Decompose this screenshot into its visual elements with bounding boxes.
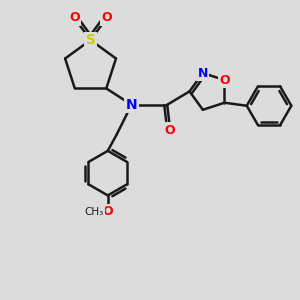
Text: O: O <box>165 124 175 136</box>
Text: N: N <box>198 67 208 80</box>
Text: O: O <box>103 205 113 218</box>
Text: N: N <box>126 98 137 112</box>
Text: S: S <box>85 33 96 47</box>
Text: O: O <box>69 11 80 24</box>
Text: CH₃: CH₃ <box>84 207 103 217</box>
Text: O: O <box>102 11 112 24</box>
Text: O: O <box>219 74 230 86</box>
